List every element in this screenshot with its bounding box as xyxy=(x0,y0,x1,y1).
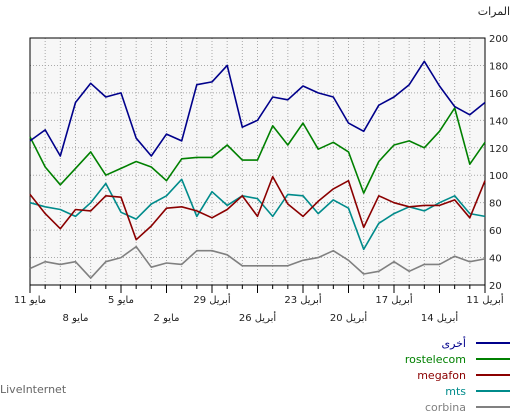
legend-item: أخرى xyxy=(310,335,510,351)
y-tick-label: 200 xyxy=(489,34,508,45)
legend-item: corbina xyxy=(310,399,510,415)
y-tick-label: 40 xyxy=(489,254,502,265)
y-tick-label: 100 xyxy=(489,171,508,182)
series-line-4 xyxy=(29,245,486,279)
series-line-1 xyxy=(29,107,486,194)
x-tick-label: 23 أبريل xyxy=(284,293,322,306)
y-tick-label: 120 xyxy=(489,144,508,155)
legend-swatch xyxy=(476,358,510,360)
legend-swatch xyxy=(476,342,510,344)
x-tick-label: 14 أبريل xyxy=(421,311,459,324)
line-chart: 20 40 60 80 100 120 140 160 180 200 11 مايو 5 مايو 2… xyxy=(14,34,508,324)
legend-swatch xyxy=(476,406,510,408)
y-tick-label: 60 xyxy=(489,226,502,237)
x-tick-label: 11 مايو xyxy=(14,295,46,306)
legend-swatch xyxy=(476,374,510,376)
legend: أخرى rostelecom megafon mts corbina xyxy=(310,335,510,415)
x-tick-label: 11 أبريل xyxy=(466,293,504,306)
legend-label: mts xyxy=(445,384,466,398)
legend-label: أخرى xyxy=(441,336,466,350)
x-tick-label: 2 مايو xyxy=(154,313,180,324)
y-tick-label: 180 xyxy=(489,61,508,72)
legend-label: corbina xyxy=(424,400,466,414)
legend-item: mts xyxy=(310,383,510,399)
y-axis-title: المرات xyxy=(477,5,510,18)
x-tick-label: 8 مايو xyxy=(63,313,89,324)
legend-label: megafon xyxy=(417,368,466,382)
legend-label: rostelecom xyxy=(404,352,466,366)
series-line-0 xyxy=(29,60,486,157)
x-tick-label: 29 أبريل xyxy=(193,293,231,306)
y-tick-label: 80 xyxy=(489,199,502,210)
plot-area: 20 40 60 80 100 120 140 160 180 200 11 مايو 5 مايو 2… xyxy=(14,34,508,324)
x-tick-label: 20 أبريل xyxy=(330,311,368,324)
watermark: LiveInternet xyxy=(0,383,67,396)
legend-item: rostelecom xyxy=(310,351,510,367)
y-tick-label: 140 xyxy=(489,116,508,127)
x-tick-label: 26 أبريل xyxy=(239,311,277,324)
y-tick-label: 160 xyxy=(489,89,508,100)
x-tick-label: 17 أبريل xyxy=(375,293,413,306)
legend-swatch xyxy=(476,390,510,392)
legend-item: megafon xyxy=(310,367,510,383)
x-tick-label: 5 مايو xyxy=(108,295,134,306)
series-line-2 xyxy=(29,175,486,241)
y-tick-label: 20 xyxy=(489,281,502,292)
